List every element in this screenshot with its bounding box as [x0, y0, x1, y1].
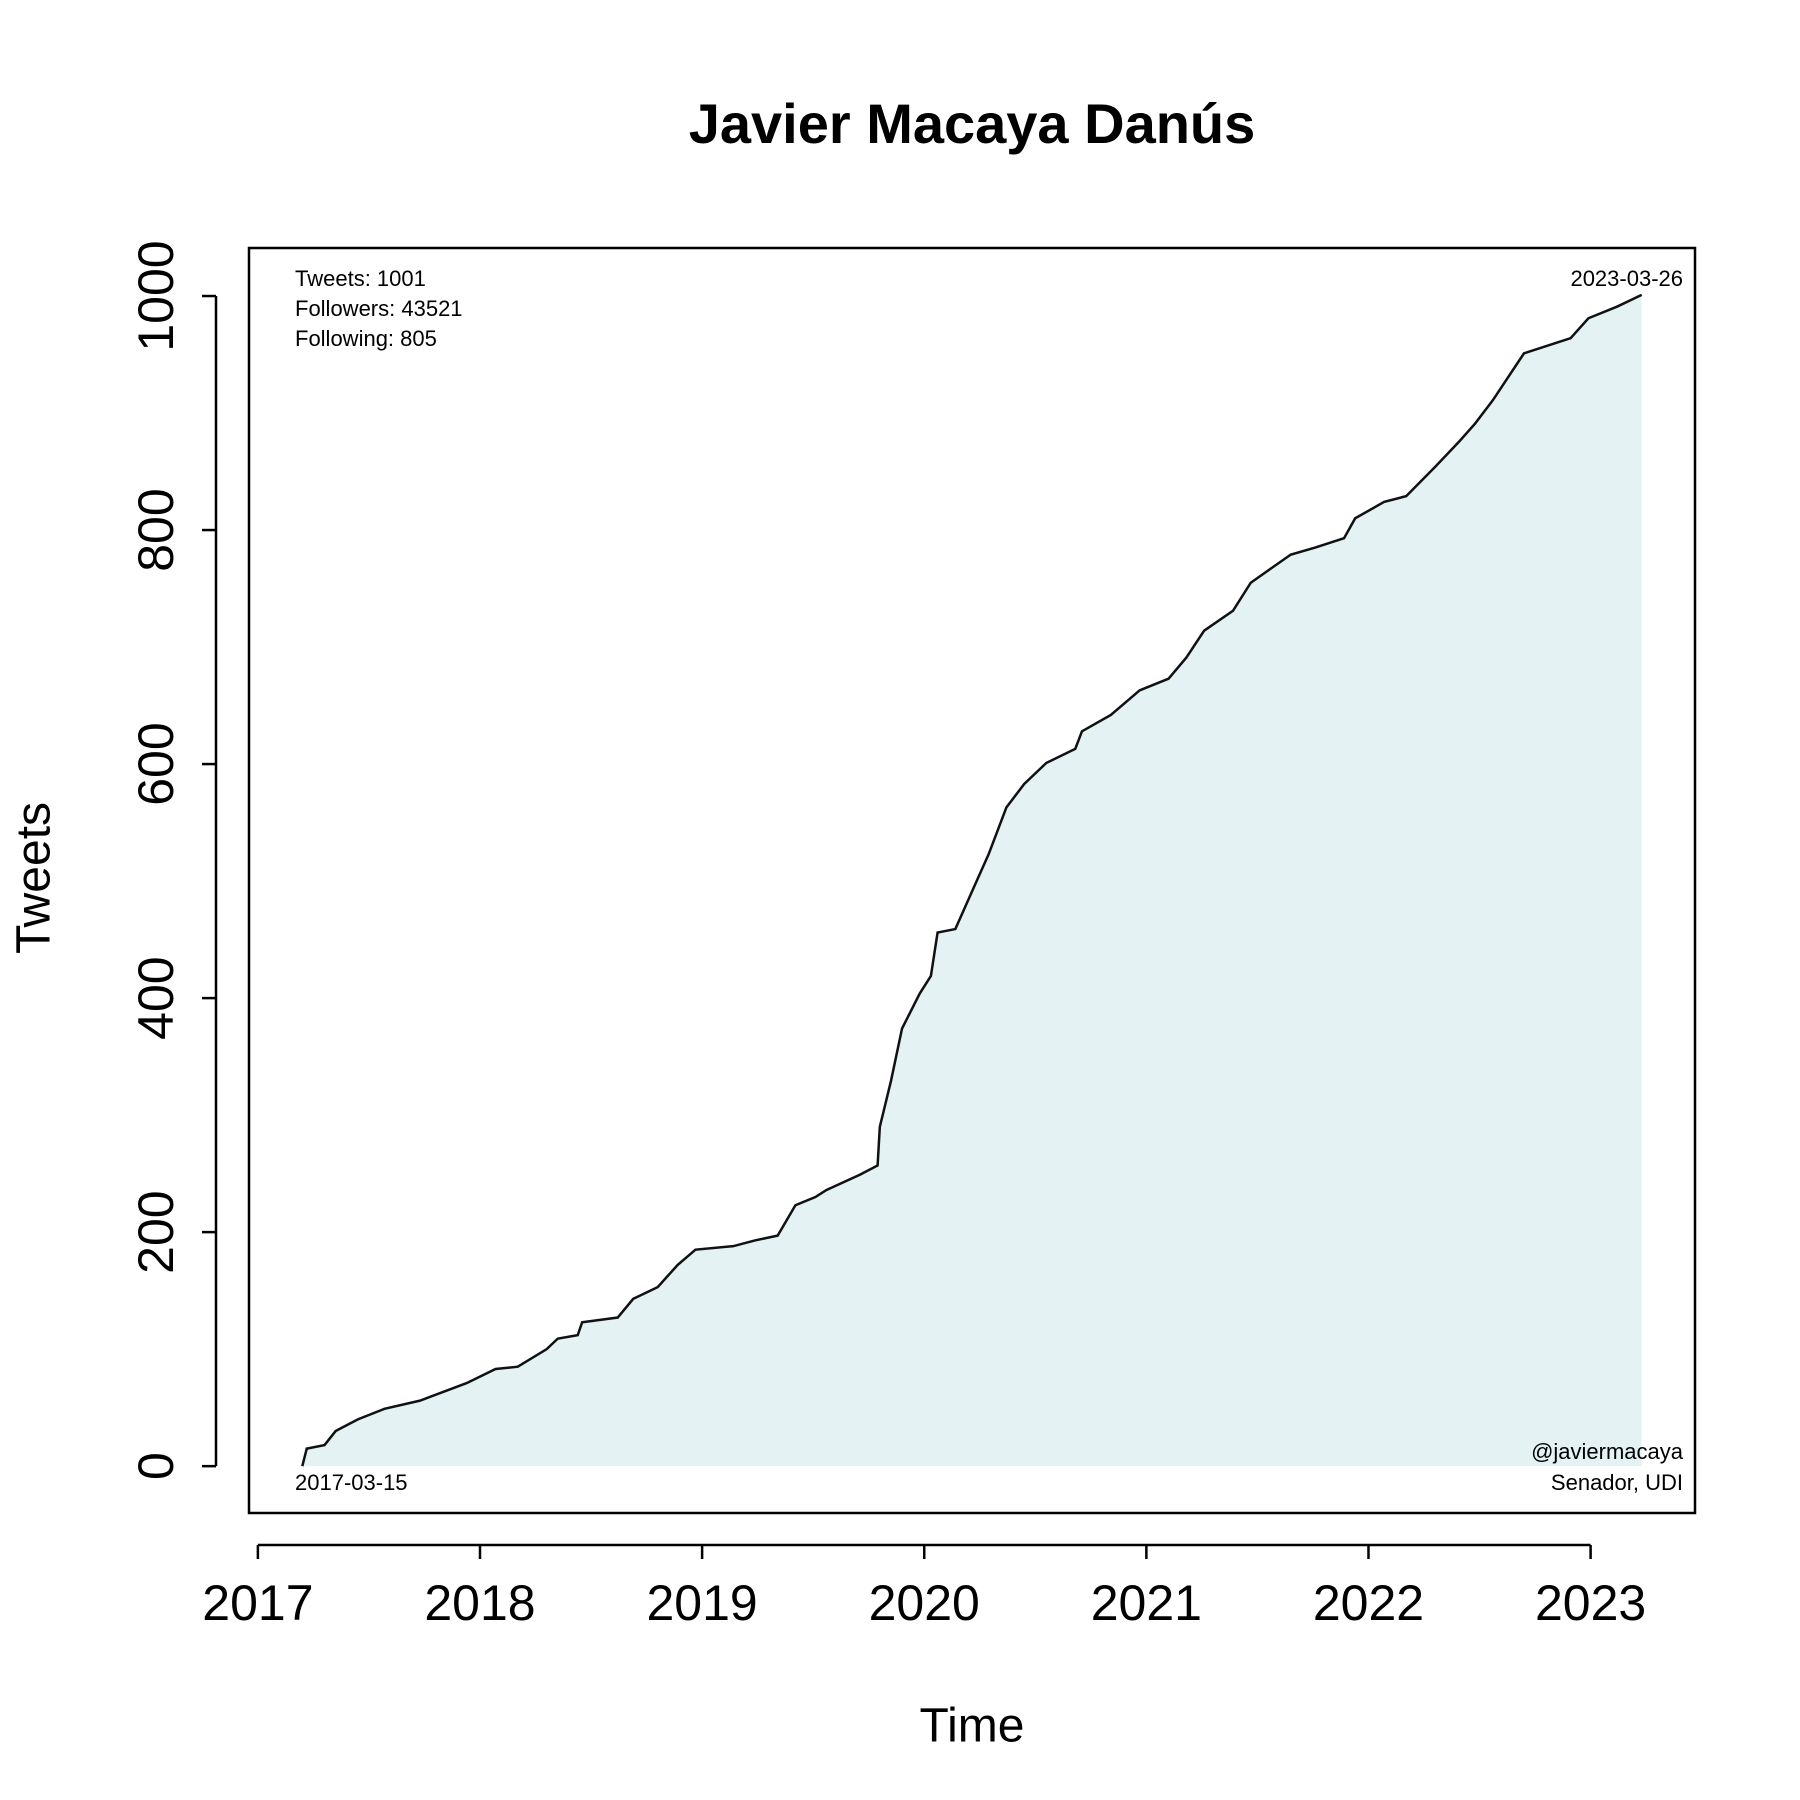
x-tick-label: 2019: [647, 1575, 758, 1631]
annotation: Senador, UDI: [1551, 1470, 1683, 1495]
annotation: 2023-03-26: [1570, 266, 1683, 291]
y-tick-label: 200: [128, 1190, 184, 1273]
x-tick-label: 2021: [1091, 1575, 1202, 1631]
y-tick-label: 400: [128, 956, 184, 1039]
y-axis-label: Tweets: [8, 802, 61, 954]
annotation: Following: 805: [295, 326, 437, 351]
annotation: Tweets: 1001: [295, 266, 426, 291]
annotation: Followers: 43521: [295, 296, 463, 321]
chart-title: Javier Macaya Danús: [689, 92, 1256, 155]
x-tick-label: 2023: [1535, 1575, 1646, 1631]
plot-frame: [247, 246, 1697, 1515]
y-tick-label: 600: [128, 722, 184, 805]
x-tick-label: 2017: [202, 1575, 313, 1631]
y-tick-label: 1000: [128, 240, 184, 351]
x-tick-label: 2020: [869, 1575, 980, 1631]
y-tick-label: 800: [128, 488, 184, 571]
line: [301, 293, 1643, 1467]
annotation: @javiermacaya: [1531, 1439, 1684, 1464]
y-tick-label: 0: [128, 1452, 184, 1480]
area: [302, 294, 1642, 1467]
x-tick-label: 2018: [424, 1575, 535, 1631]
x-axis-label: Time: [920, 1700, 1025, 1753]
x-tick-label: 2022: [1313, 1575, 1424, 1631]
annotation: 2017-03-15: [295, 1470, 408, 1495]
